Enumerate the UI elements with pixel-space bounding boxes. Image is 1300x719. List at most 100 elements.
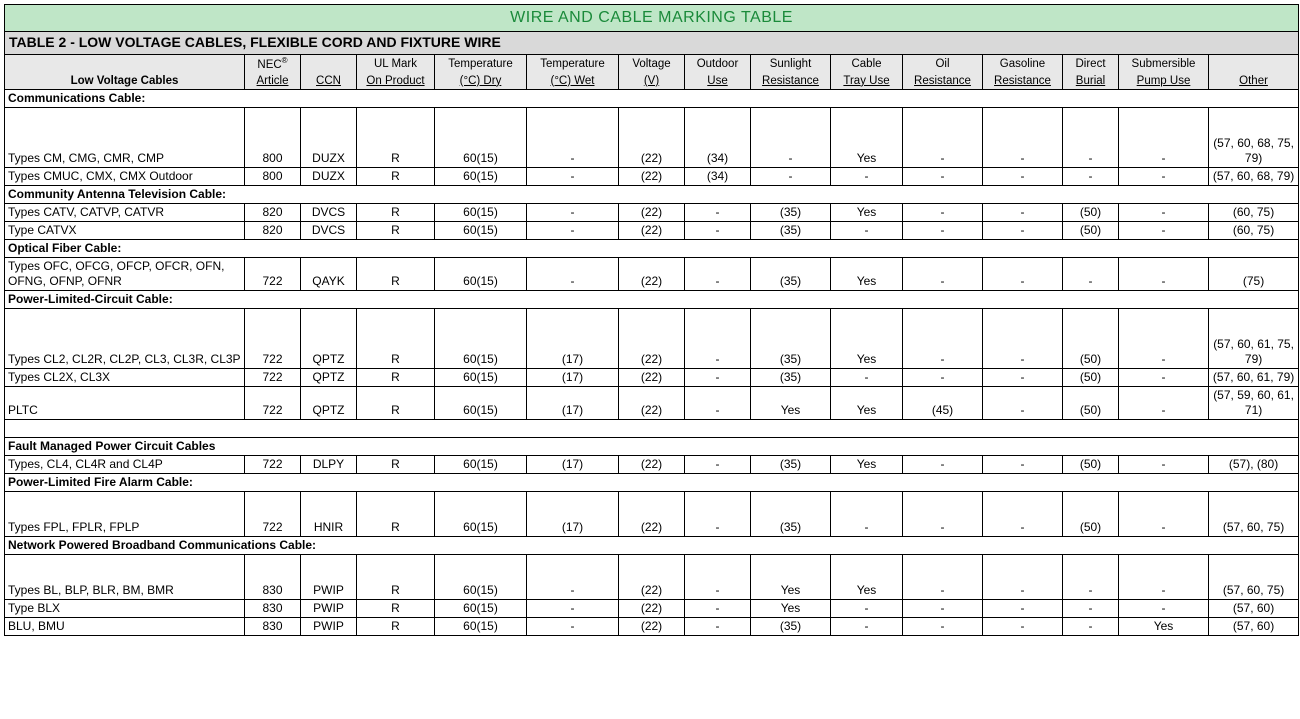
data-cell: Yes	[831, 108, 903, 168]
col-header-top-9: Oil	[903, 54, 983, 73]
data-cell: 60(15)	[435, 618, 527, 636]
category-label: Community Antenna Television Cable:	[5, 186, 1299, 204]
data-cell: -	[1063, 555, 1119, 600]
data-cell: 800	[245, 108, 301, 168]
data-cell: 60(15)	[435, 369, 527, 387]
data-cell: DUZX	[301, 168, 357, 186]
data-cell: 60(15)	[435, 168, 527, 186]
data-cell: 722	[245, 387, 301, 420]
data-cell: QAYK	[301, 258, 357, 291]
data-cell: -	[685, 258, 751, 291]
category-label: Optical Fiber Cable:	[5, 240, 1299, 258]
data-cell: -	[685, 387, 751, 420]
data-cell: -	[903, 222, 983, 240]
data-cell: 820	[245, 222, 301, 240]
data-cell: (57, 60)	[1209, 600, 1299, 618]
col-header-bot-9: Resistance	[903, 73, 983, 90]
data-cell: Yes	[751, 387, 831, 420]
data-cell: -	[1119, 369, 1209, 387]
data-cell: -	[903, 204, 983, 222]
col-header-bot-6: Use	[685, 73, 751, 90]
data-cell: (57, 60, 68, 75, 79)	[1209, 108, 1299, 168]
data-cell: (60, 75)	[1209, 204, 1299, 222]
data-cell: -	[1119, 222, 1209, 240]
data-cell: -	[831, 369, 903, 387]
data-cell: -	[983, 387, 1063, 420]
data-cell: R	[357, 168, 435, 186]
data-cell: R	[357, 492, 435, 537]
data-cell: QPTZ	[301, 309, 357, 369]
data-cell: -	[983, 309, 1063, 369]
row-label: Types, CL4, CL4R and CL4P	[5, 456, 245, 474]
col-header-top-2: UL Mark	[357, 54, 435, 73]
col-header-bot-3: (°C) Dry	[435, 73, 527, 90]
data-cell: 60(15)	[435, 387, 527, 420]
data-cell: (50)	[1063, 492, 1119, 537]
row-header: Low Voltage Cables	[5, 54, 245, 90]
row-label: Types BL, BLP, BLR, BM, BMR	[5, 555, 245, 600]
col-header-bot-13: Other	[1209, 73, 1299, 90]
data-cell: -	[831, 600, 903, 618]
data-cell: (50)	[1063, 369, 1119, 387]
data-cell: 722	[245, 369, 301, 387]
data-cell: 722	[245, 456, 301, 474]
data-cell: -	[751, 108, 831, 168]
data-cell: -	[685, 492, 751, 537]
data-cell: (50)	[1063, 222, 1119, 240]
data-cell: 722	[245, 309, 301, 369]
data-cell: (60, 75)	[1209, 222, 1299, 240]
data-cell: (57, 60, 68, 79)	[1209, 168, 1299, 186]
data-cell: (35)	[751, 492, 831, 537]
data-cell: -	[685, 309, 751, 369]
data-cell: -	[1119, 258, 1209, 291]
data-cell: R	[357, 387, 435, 420]
data-cell: 60(15)	[435, 456, 527, 474]
data-cell: 722	[245, 258, 301, 291]
data-cell: -	[527, 555, 619, 600]
data-cell: (57, 60, 61, 75, 79)	[1209, 309, 1299, 369]
data-cell: Yes	[831, 204, 903, 222]
row-label: BLU, BMU	[5, 618, 245, 636]
data-cell: Yes	[751, 600, 831, 618]
data-cell: -	[1119, 204, 1209, 222]
wire-cable-marking-table: WIRE AND CABLE MARKING TABLETABLE 2 - LO…	[4, 4, 1299, 636]
data-cell: PWIP	[301, 600, 357, 618]
data-cell: -	[527, 222, 619, 240]
row-label: Types CMUC, CMX, CMX Outdoor	[5, 168, 245, 186]
data-cell: DUZX	[301, 108, 357, 168]
data-cell: -	[983, 108, 1063, 168]
data-cell: -	[1119, 387, 1209, 420]
category-label: Power-Limited Fire Alarm Cable:	[5, 474, 1299, 492]
data-cell: (35)	[751, 222, 831, 240]
data-cell: (22)	[619, 258, 685, 291]
data-cell: -	[903, 456, 983, 474]
data-cell: -	[903, 600, 983, 618]
data-cell: -	[903, 555, 983, 600]
data-cell: -	[1119, 492, 1209, 537]
data-cell: -	[1063, 618, 1119, 636]
data-cell: (22)	[619, 555, 685, 600]
row-label: Types FPL, FPLR, FPLP	[5, 492, 245, 537]
data-cell: 830	[245, 555, 301, 600]
data-cell: -	[983, 555, 1063, 600]
data-cell: -	[1119, 555, 1209, 600]
data-cell: -	[1063, 168, 1119, 186]
data-cell: QPTZ	[301, 369, 357, 387]
data-cell: R	[357, 258, 435, 291]
data-cell: (22)	[619, 168, 685, 186]
data-cell: -	[527, 258, 619, 291]
data-cell: (22)	[619, 369, 685, 387]
data-cell: DVCS	[301, 222, 357, 240]
data-cell: -	[983, 204, 1063, 222]
data-cell: R	[357, 369, 435, 387]
data-cell: -	[1119, 168, 1209, 186]
data-cell: Yes	[831, 387, 903, 420]
data-cell: (57, 60)	[1209, 618, 1299, 636]
data-cell: 820	[245, 204, 301, 222]
col-header-top-3: Temperature	[435, 54, 527, 73]
data-cell: (22)	[619, 204, 685, 222]
col-header-top-5: Voltage	[619, 54, 685, 73]
data-cell: (57, 60, 75)	[1209, 555, 1299, 600]
data-cell: (22)	[619, 222, 685, 240]
data-cell: (17)	[527, 309, 619, 369]
